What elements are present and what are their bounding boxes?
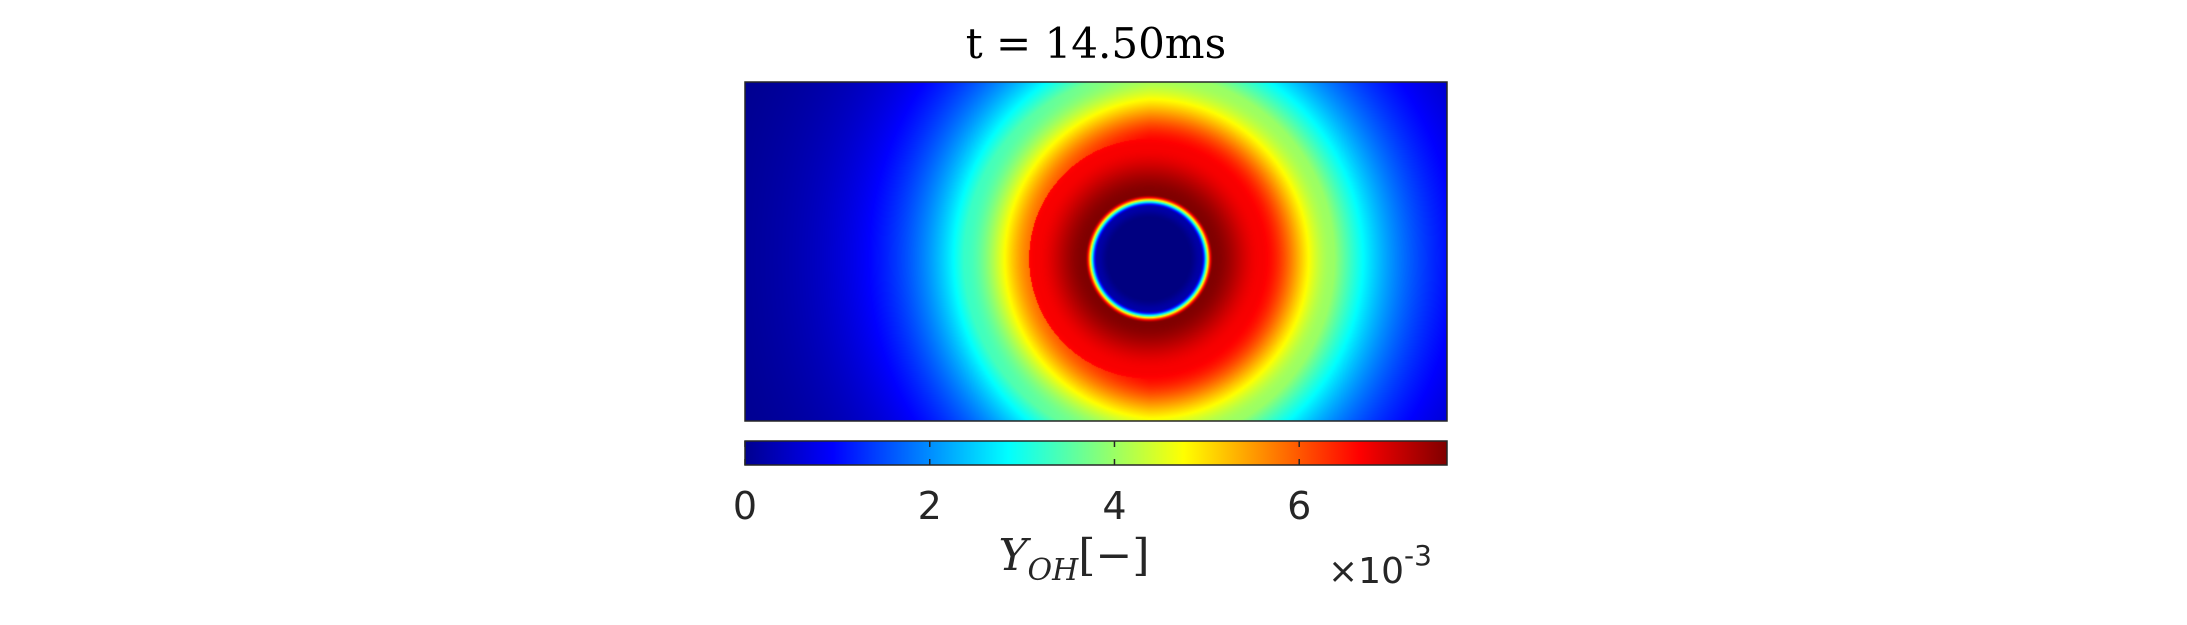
chart-title: t = 14.50ms xyxy=(966,19,1226,68)
colorbar-gradient xyxy=(744,440,1448,466)
colorbar-multiplier: ×10-3 xyxy=(1328,539,1432,592)
colorbar-tick-label: 0 xyxy=(733,484,757,528)
heatmap-plot-area xyxy=(744,81,1448,422)
colorbar-multiplier-base: ×10 xyxy=(1328,551,1404,592)
colorbar-ticks xyxy=(744,441,1300,465)
colorbar-label-main: Y xyxy=(998,530,1031,581)
plot-frame xyxy=(744,81,1448,422)
heatmap-image xyxy=(745,82,1447,421)
colorbar: 0 2 4 6 YOH[−] ×10-3 xyxy=(733,440,1448,592)
colorbar-tick-label: 4 xyxy=(1102,484,1126,528)
colorbar-multiplier-exponent: -3 xyxy=(1404,539,1432,572)
colorbar-label-subscript: OH xyxy=(1028,553,1080,588)
colorbar-label-unit: [−] xyxy=(1078,530,1149,581)
colorbar-tick-label: 2 xyxy=(918,484,942,528)
colorbar-tick-labels: 0 2 4 6 xyxy=(733,484,1311,528)
colorbar-label: YOH[−] xyxy=(998,530,1149,588)
colorbar-tick-label: 6 xyxy=(1287,484,1311,528)
